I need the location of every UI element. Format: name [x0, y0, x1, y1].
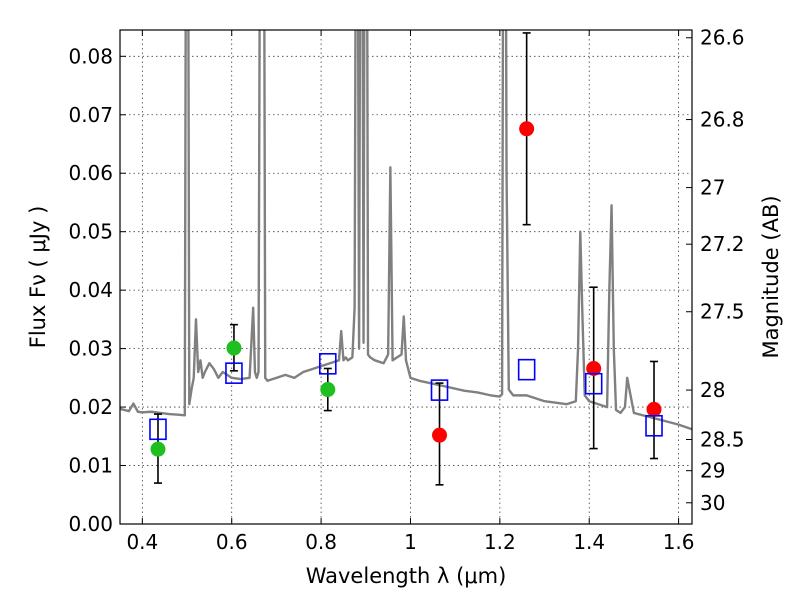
plot-area — [120, 30, 692, 431]
model-photometry-square — [584, 372, 603, 395]
x-tick-label: 0.8 — [305, 530, 337, 554]
y2-tick-label: 27 — [700, 176, 725, 200]
y-tick-label: 0.02 — [68, 395, 113, 419]
model-photometry-square — [517, 358, 536, 381]
y2-tick-label: 26.6 — [700, 26, 745, 50]
y2-tick-label: 29 — [700, 459, 725, 483]
data-point — [226, 340, 242, 356]
markers — [149, 121, 663, 457]
model-photometry-square — [149, 418, 167, 441]
x-axis-label: Wavelength λ (μm) — [306, 564, 507, 588]
y-tick-label: 0.00 — [68, 512, 113, 536]
x-tick-label: 1.6 — [663, 530, 695, 554]
model-photometry-square — [430, 379, 449, 401]
y-tick-label: 0.01 — [68, 454, 113, 478]
data-point — [519, 121, 535, 137]
y-tick-label: 0.07 — [68, 103, 113, 127]
error-bars — [153, 32, 659, 486]
data-point — [150, 441, 166, 457]
x-tick-label: 1.4 — [573, 530, 605, 554]
y2-tick-label: 28.5 — [700, 427, 745, 451]
y2-tick-label: 30 — [700, 491, 725, 515]
y-axis-label: Flux Fν ( μJy ) — [26, 206, 50, 349]
y2-tick-label: 26.8 — [700, 108, 745, 132]
model-photometry-square — [225, 362, 243, 384]
y-tick-label: 0.08 — [68, 44, 113, 68]
y-tick-label: 0.03 — [68, 337, 113, 361]
model-photometry-square — [645, 414, 663, 437]
model-photometry-square — [318, 353, 337, 375]
data-point — [586, 360, 602, 376]
x-tick-label: 0.4 — [126, 530, 158, 554]
data-point — [646, 401, 662, 417]
y-tick-label: 0.05 — [68, 220, 113, 244]
y2-tick-label: 27.5 — [700, 300, 745, 324]
model-spectrum-line — [120, 30, 692, 431]
axes: 0.4 0.6 0.8 1 1.2 1.4 1.6 0.00 0.01 0.02 0.03 0.04 0… — [68, 26, 744, 554]
x-tick-label: 1.2 — [484, 530, 516, 554]
data-point — [320, 382, 336, 398]
grid — [120, 30, 692, 525]
x-tick-label: 0.6 — [216, 530, 248, 554]
plot-frame — [119, 29, 693, 525]
y2-tick-label: 28 — [700, 378, 725, 402]
y2-axis-label: Magnitude (AB) — [759, 195, 783, 358]
y-tick-label: 0.04 — [68, 278, 113, 302]
y-tick-label: 0.06 — [68, 161, 113, 185]
x-tick-label: 1 — [404, 530, 417, 554]
data-point — [432, 427, 448, 443]
y2-tick-label: 27.2 — [700, 232, 745, 256]
